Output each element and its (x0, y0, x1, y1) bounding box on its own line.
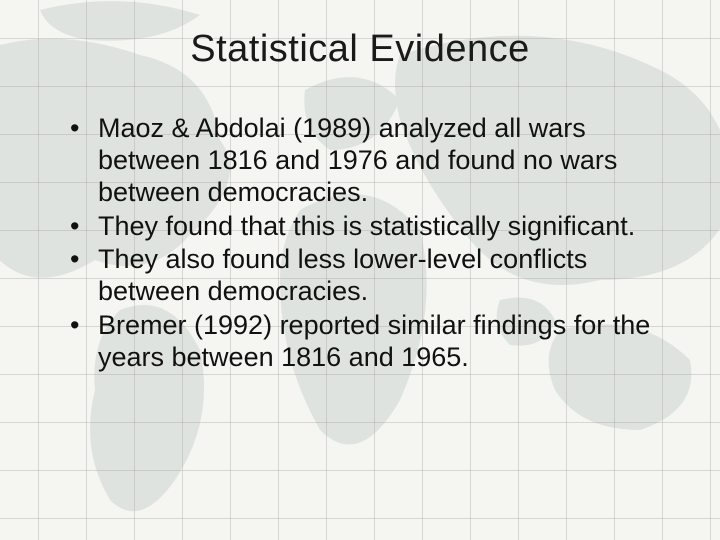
slide-content: Statistical Evidence Maoz & Abdolai (198… (0, 0, 720, 540)
list-item: Maoz & Abdolai (1989) analyzed all wars … (70, 113, 670, 209)
list-item: They also found less lower-level conflic… (70, 244, 670, 308)
bullet-list: Maoz & Abdolai (1989) analyzed all wars … (50, 113, 670, 374)
slide-title: Statistical Evidence (50, 28, 670, 71)
list-item: They found that this is statistically si… (70, 211, 670, 243)
list-item: Bremer (1992) reported similar findings … (70, 310, 670, 374)
